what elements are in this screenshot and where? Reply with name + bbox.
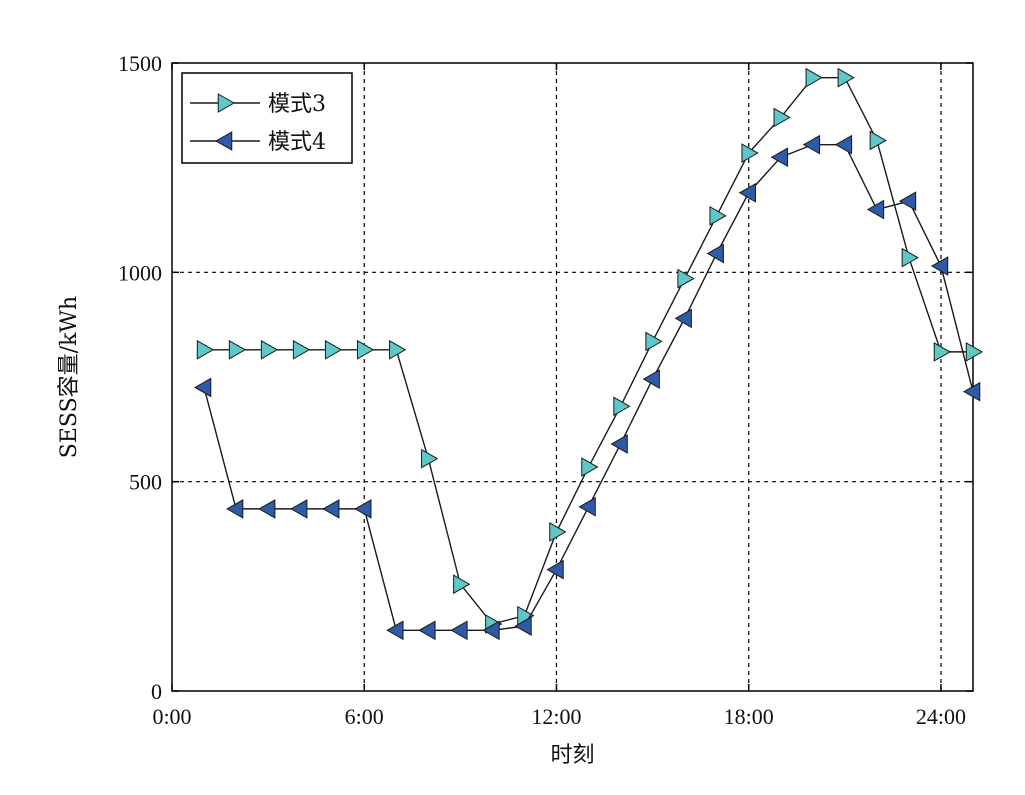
data-point [324,339,343,360]
data-point [802,134,821,155]
data-point [677,268,695,289]
data-point [837,67,855,88]
data-point [738,182,756,203]
grid [172,63,973,691]
data-point [965,342,984,362]
y-tick-label: 500 [129,470,162,495]
data-point [450,620,468,641]
data-point [898,191,917,212]
x-tick-label: 12:00 [531,704,581,729]
series-layer [194,67,984,641]
series-2 [194,134,981,641]
data-point [196,339,215,360]
data-point [546,559,564,580]
data-point [773,107,791,128]
data-point [901,247,919,268]
legend-box [181,72,353,164]
data-point [866,199,885,220]
data-point [706,243,724,264]
x-tick-label: 18:00 [724,704,774,729]
legend-label: 模式3 [268,92,326,117]
data-point [770,147,789,168]
data-point [581,457,599,477]
ticks: 0:00 6:00 12:00 18:00 24:00 0 500 1000 1500 [118,51,973,729]
data-point [805,67,823,88]
data-point [642,369,660,389]
data-point [674,308,692,329]
data-point [386,620,404,641]
data-point [514,616,532,636]
data-point [354,499,372,519]
legend-marker [217,93,236,113]
series-line [203,143,974,631]
data-point [260,339,279,360]
data-point [389,339,407,360]
x-tick-label: 24:00 [916,704,966,729]
data-point [709,205,727,226]
legend-label: 模式4 [268,130,326,155]
data-point [933,342,951,362]
data-point [834,134,853,155]
data-point [610,434,628,454]
data-point [290,499,308,519]
series-1 [196,67,984,634]
data-point [356,339,375,360]
data-point [421,448,439,469]
data-point [258,499,276,519]
data-point [578,496,596,517]
data-point [930,256,949,276]
data-point [613,396,631,417]
legend: 模式3 模式4 [181,72,353,164]
data-point [418,620,436,641]
y-axis-label: SESS容量/kWh [57,296,82,458]
y-tick-label: 1000 [118,260,162,285]
data-point [741,143,759,163]
data-point [962,381,981,402]
data-point [482,620,500,641]
plot-frame [171,62,974,692]
y-tick-label: 0 [151,679,162,704]
legend-marker [214,131,233,151]
x-axis-label: 时刻 [550,743,594,768]
y-tick-label: 1500 [118,51,162,76]
data-point [292,339,311,360]
x-tick-label: 0:00 [152,704,191,729]
data-point [226,499,244,519]
data-point [869,130,887,151]
data-point [194,377,212,398]
x-tick-label: 6:00 [345,704,384,729]
data-point [322,499,340,519]
data-point [453,574,471,595]
data-point [645,331,663,352]
data-point [549,522,567,542]
data-point [228,339,247,360]
